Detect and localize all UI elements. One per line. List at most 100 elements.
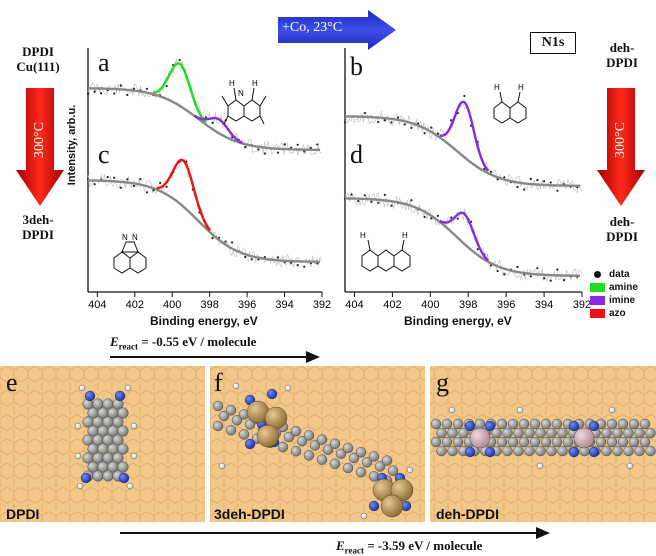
data-point [126,93,129,96]
molecule-a-atom-h2: H [252,79,258,88]
data-point [503,176,506,179]
carbon-atom [612,445,623,457]
data-point [496,269,499,273]
data-point [450,119,453,122]
molecule-c-atom-n2: N [132,233,138,242]
data-point [562,279,566,282]
energy-top-sub: react [118,341,138,352]
molecule-b-atom-h2: H [518,83,524,92]
nitrogen-atom [588,446,600,458]
molecule-d-atom-h2: H [402,231,408,240]
nitrogen-atom [244,438,256,450]
carbon-atom [507,436,519,448]
data-point [303,265,306,268]
carbon-atom [595,436,607,448]
carbon-atom [361,456,373,468]
data-point [276,256,280,259]
legend-label-amine: amine [609,282,638,293]
spectrum-data-trace [344,101,582,194]
xps-spectra: 404 402 400 398 396 394 392 404 402 400 398 396 394… [86,48,591,311]
data-point [139,178,142,181]
carbon-atom [329,458,341,470]
molecule-a-atom-n: N [238,89,244,98]
data-point [178,58,181,62]
carbon-atom [496,436,508,448]
carbon-atom [513,427,524,439]
carbon-atom [524,427,535,439]
data-point [397,116,400,119]
carbon-atom [535,427,546,439]
legend-swatch-imine [590,296,605,305]
nitrogen-atom [84,390,96,402]
nitrogen-atom [118,472,130,484]
carbon-atom [557,427,568,439]
data-point [529,275,532,278]
panel-letter-c: c [98,140,110,169]
x-tick-label: 392 [313,299,331,311]
carbon-atom [623,427,634,439]
data-point [357,199,360,203]
carbon-atom [290,445,302,457]
fit-peak-azo [156,158,211,232]
energy-arrow-bottom [120,527,550,539]
data-point [377,201,380,204]
carbon-atom [381,455,393,466]
fit-peak-amine [152,62,208,124]
nitrogen-atom [588,420,600,432]
carbon-atom [540,436,552,448]
label-deh-4: DPDI [606,229,638,244]
carbon-atom [606,418,618,430]
n1s-box: N1s [530,32,576,54]
molecule-d-atom-h1: H [360,231,366,240]
x-tick-label: 392 [573,299,591,311]
hydrogen-atom [130,422,138,430]
legend-item-amine: amine [590,281,638,294]
carbon-atom [238,429,250,440]
legend-item-azo: azo [590,307,638,320]
x-tick-label: 400 [421,299,439,311]
carbon-atom [606,436,618,448]
data-point [93,183,96,186]
carbon-atom [639,418,651,430]
carbon-atom [513,445,524,457]
data-point [303,150,306,153]
data-point [516,185,519,189]
data-point [106,176,109,179]
carbon-atom [447,445,458,457]
hydrogen-atom [130,452,138,460]
legend-item-data: data [590,268,638,281]
legend-label-imine: imine [609,295,636,306]
label-cu111: Cu(111) [16,59,60,74]
carbon-atom [452,436,464,448]
carbon-atom [441,418,453,430]
nitrogen-atom [464,420,476,432]
hydrogen-atom [406,466,414,474]
carbon-atom [335,448,347,460]
panel-letter-e: e [6,368,18,397]
carbon-atom [645,427,656,439]
cobalt-atom [573,427,595,449]
x-tick-label: 398 [459,299,477,311]
hydrogen-atom [74,452,82,460]
data-point [263,152,266,155]
label-3deh: 3deh- [22,212,54,227]
hydrogen-atom [284,384,292,392]
carbon-atom [374,461,386,472]
legend-label-azo: azo [609,308,626,319]
background-fit [344,115,581,187]
carbon-atom [436,445,447,457]
right-x-axis-label: Binding energy, eV [404,314,512,328]
spectrum-data-trace [87,157,322,268]
label-deh-dpdi-bottom: deh- DPDI [592,214,652,244]
data-point [276,151,280,154]
carbon-atom [117,443,129,455]
data-point [224,240,227,243]
data-point [119,186,122,189]
hydrogen-atom [536,462,544,470]
carbon-atom [342,442,354,454]
data-point [316,143,319,146]
panel-letter-d: d [350,140,363,169]
data-point [436,214,439,217]
label-3deh-dpdi-2: DPDI [22,227,54,242]
data-point [543,277,546,280]
